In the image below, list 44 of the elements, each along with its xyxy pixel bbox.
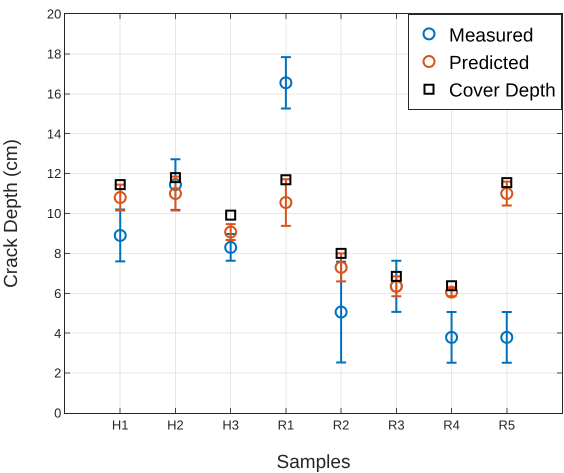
point — [500, 330, 514, 344]
y-tick-label: 14 — [46, 126, 62, 142]
legend-label: Cover Depth — [449, 80, 556, 102]
x-tick-label: H2 — [167, 418, 184, 433]
y-tick-label: 16 — [46, 86, 62, 102]
x-tick-label: R5 — [498, 418, 516, 433]
point — [168, 187, 182, 200]
point — [279, 196, 292, 210]
point — [500, 187, 514, 200]
point — [280, 174, 292, 186]
point — [501, 177, 512, 188]
y-tick-label: 18 — [46, 46, 62, 62]
point — [224, 240, 238, 254]
x-tick-label: H1 — [112, 418, 129, 433]
y-tick-label: 20 — [46, 6, 62, 22]
x-tick-label: R4 — [443, 418, 460, 433]
point — [114, 228, 127, 242]
legend-label: Measured — [449, 25, 534, 46]
y-tick-label: 12 — [46, 166, 62, 182]
point — [334, 306, 348, 319]
y-tick-label: 6 — [54, 286, 62, 301]
x-tick-label: R3 — [388, 418, 405, 433]
x-tick-label: R2 — [332, 418, 350, 433]
x-tick-label: R1 — [278, 418, 294, 433]
point — [279, 76, 292, 90]
point — [114, 191, 127, 204]
point — [390, 270, 402, 282]
point — [445, 330, 458, 344]
y-tick-label: 2 — [54, 366, 62, 381]
y-tick-label: 10 — [46, 206, 62, 222]
x-axis-title: Samples — [276, 452, 350, 473]
point — [168, 178, 182, 192]
point — [114, 179, 126, 190]
point — [170, 172, 181, 184]
x-tick-label: H3 — [222, 418, 239, 433]
point — [336, 248, 347, 259]
y-tick-label: 4 — [54, 326, 62, 341]
legend-label: Predicted — [449, 52, 530, 74]
point — [225, 210, 236, 221]
y-axis-title: Crack Depth (cm) — [1, 139, 22, 288]
point — [334, 260, 348, 274]
y-tick-label: 0 — [54, 406, 62, 421]
point — [446, 280, 458, 292]
y-tick-label: 8 — [54, 246, 62, 261]
